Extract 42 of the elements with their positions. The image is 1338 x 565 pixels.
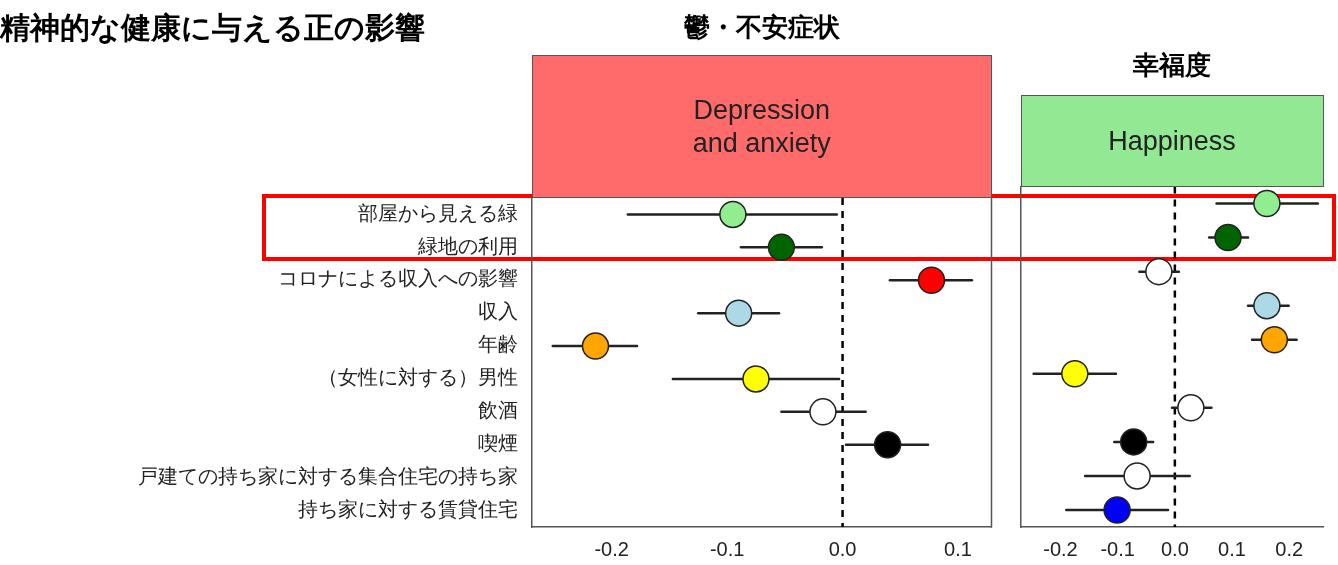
x-tick-label: 0.1 [944, 537, 972, 560]
x-tick-label: 0.1 [1218, 537, 1246, 560]
point [1145, 257, 1173, 286]
point [809, 398, 837, 426]
point [767, 233, 796, 262]
point [1260, 325, 1289, 354]
point [917, 266, 946, 294]
point [1103, 496, 1131, 524]
y-tick-label: コロナによる収入への影響 [278, 266, 518, 291]
point [1253, 291, 1281, 320]
point [581, 332, 610, 360]
x-tick-label: 0.0 [1160, 537, 1189, 560]
y-tick-label: 年齢 [478, 332, 518, 357]
chart-subtitle: Happiness [1020, 95, 1324, 187]
x-tick-label: -0.2 [594, 537, 629, 560]
y-tick-label: 緑地の利用 [417, 233, 518, 258]
y-tick-label: 持ち家に対する賃貸住宅 [298, 496, 518, 521]
point [873, 431, 902, 459]
point [1177, 394, 1205, 422]
y-tick-label: 収入 [478, 299, 518, 324]
point [1214, 223, 1242, 252]
x-tick-label: -0.1 [1100, 537, 1135, 560]
point [742, 365, 770, 393]
point [1119, 428, 1148, 456]
chart-subtitle: Depression and anxiety [532, 55, 992, 198]
point [1061, 360, 1089, 388]
text: 精神的な健康に与える正の影響 [0, 9, 425, 47]
y-tick-label: 飲酒 [478, 398, 518, 423]
point [1123, 462, 1151, 490]
point [724, 299, 753, 327]
point [1253, 189, 1281, 218]
x-tick-label: 0.2 [1275, 537, 1304, 560]
y-tick-label: （女性に対する）男性 [318, 365, 518, 390]
y-tick-label: 喫煙 [478, 430, 518, 455]
y-tick-label: 部屋から見える緑 [358, 200, 518, 225]
chart-title: 幸福度 [1132, 49, 1212, 82]
x-tick-label: -0.1 [709, 537, 745, 560]
y-tick-label: 戸建ての持ち家に対する集合住宅の持ち家 [138, 463, 518, 488]
x-tick-label: -0.2 [1043, 537, 1078, 560]
x-tick-label: 0.0 [828, 537, 857, 560]
point [719, 200, 747, 229]
chart-title: 鬱・不安症状 [682, 11, 841, 44]
